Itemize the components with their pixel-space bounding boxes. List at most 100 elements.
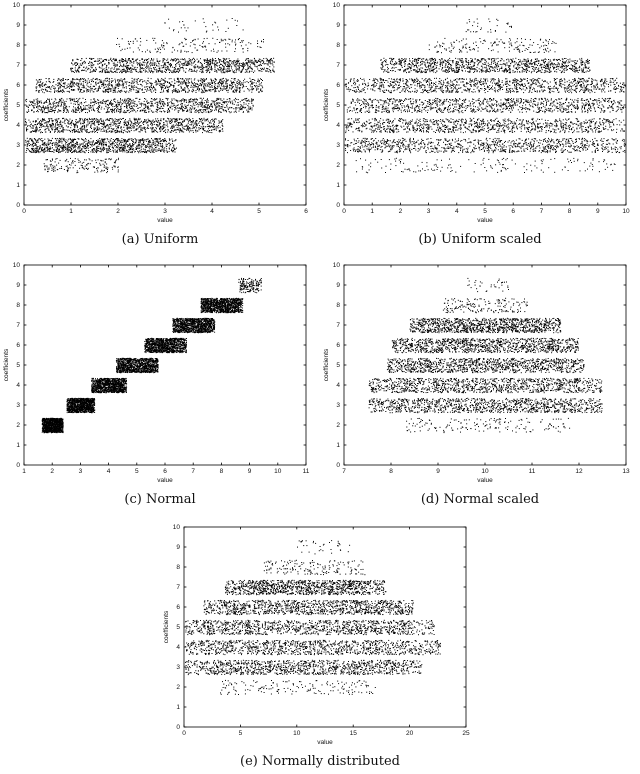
scatter-point (97, 118, 99, 120)
scatter-point (200, 110, 201, 112)
scatter-point (169, 111, 171, 113)
scatter-point (63, 87, 65, 89)
scatter-point (136, 62, 138, 64)
scatter-point (53, 123, 54, 125)
scatter-point (44, 101, 46, 103)
scatter-point (219, 60, 221, 62)
scatter-point (214, 105, 216, 107)
scatter-point (137, 78, 139, 79)
scatter-point (161, 89, 162, 91)
scatter-point (32, 125, 33, 127)
scatter-point (95, 127, 97, 129)
scatter-point (69, 87, 70, 89)
scatter-point (93, 70, 95, 72)
scatter-point (187, 78, 189, 80)
scatter-point (120, 102, 122, 104)
scatter-point (194, 58, 195, 60)
scatter-point (114, 78, 116, 80)
scatter-point (151, 127, 153, 129)
scatter-point (101, 139, 103, 141)
scatter-point (137, 150, 139, 152)
scatter-point (209, 106, 210, 107)
scatter-band-4 (25, 117, 224, 134)
scatter-point (131, 86, 133, 88)
scatter-point (101, 106, 103, 108)
scatter-point (184, 119, 186, 121)
scatter-point (40, 125, 42, 127)
scatter-point (36, 82, 38, 84)
scatter-point (198, 109, 200, 111)
scatter-point (172, 105, 174, 107)
scatter-point (231, 100, 233, 102)
scatter-point (87, 147, 89, 149)
scatter-point (158, 70, 160, 71)
scatter-point (211, 129, 213, 131)
scatter-point (111, 104, 113, 106)
scatter-point (33, 142, 35, 144)
scatter-point (117, 171, 119, 173)
scatter-point (46, 124, 48, 126)
scatter-point (94, 171, 96, 173)
scatter-point (150, 78, 152, 80)
scatter-point (162, 85, 164, 87)
scatter-point (42, 91, 43, 93)
scatter-point (56, 150, 57, 152)
scatter-point (51, 158, 53, 160)
scatter-point (207, 65, 209, 67)
scatter-point (71, 89, 73, 91)
scatter-point (160, 79, 162, 81)
scatter-point (232, 102, 234, 104)
scatter-point (180, 121, 182, 123)
scatter-point (79, 167, 81, 169)
scatter-point (28, 142, 30, 144)
scatter-point (46, 101, 48, 103)
scatter-point (125, 81, 127, 83)
scatter-point (218, 59, 220, 60)
scatter-point (136, 125, 138, 126)
scatter-point (25, 123, 27, 125)
scatter-point (45, 150, 47, 152)
scatter-point (156, 128, 157, 130)
scatter-point (124, 69, 126, 71)
scatter-point (121, 65, 123, 67)
scatter-point (203, 86, 205, 88)
scatter-point (252, 79, 253, 80)
scatter-point (83, 107, 85, 109)
scatter-point (131, 100, 133, 102)
scatter-point (76, 84, 78, 86)
scatter-point (162, 83, 164, 85)
scatter-point (181, 63, 183, 65)
scatter-point (130, 71, 132, 73)
scatter-point (176, 104, 178, 106)
scatter-point (147, 125, 149, 127)
scatter-point (153, 64, 155, 66)
scatter-point (149, 120, 151, 122)
scatter-point (202, 67, 203, 69)
scatter-point (118, 82, 120, 84)
scatter-point (162, 65, 164, 67)
scatter-point (159, 122, 161, 124)
scatter-point (231, 107, 233, 108)
scatter-point (223, 80, 225, 82)
scatter-point (235, 90, 237, 91)
scatter-point (48, 119, 50, 121)
scatter-point (239, 109, 241, 111)
scatter-point (166, 98, 168, 100)
scatter-point (157, 103, 159, 105)
scatter-point (120, 140, 122, 142)
scatter-point (207, 104, 209, 106)
scatter-point (47, 110, 49, 112)
scatter-point (245, 106, 247, 108)
scatter-point (59, 110, 61, 112)
scatter-point (226, 100, 228, 102)
scatter-point (108, 91, 110, 93)
scatter-point (76, 127, 78, 129)
scatter-point (135, 118, 137, 120)
scatter-point (220, 88, 221, 90)
scatter-point (183, 82, 185, 84)
scatter-point (77, 129, 79, 131)
scatter-point (223, 62, 225, 64)
scatter-point (170, 150, 172, 151)
scatter-point (74, 145, 76, 147)
scatter-point (218, 91, 220, 93)
